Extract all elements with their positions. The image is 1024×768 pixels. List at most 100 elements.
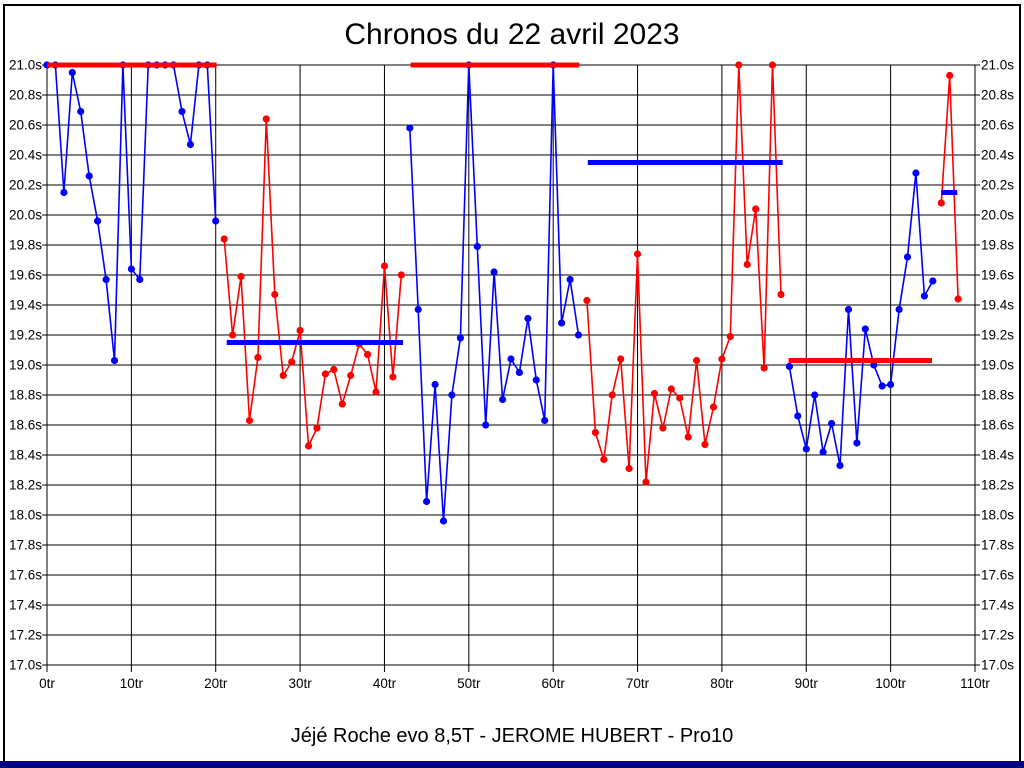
data-point	[229, 331, 237, 339]
data-point	[777, 290, 785, 299]
x-tick-label: 60tr	[542, 676, 566, 691]
data-point	[296, 326, 304, 335]
y-tick-label: 19.0s	[9, 358, 42, 373]
data-point	[482, 421, 490, 429]
data-point	[819, 448, 827, 456]
data-point	[212, 217, 220, 225]
y-tick-label: 17.4s	[9, 598, 42, 613]
x-tick-label: 80tr	[710, 676, 734, 691]
y-tick-label: 19.2s	[981, 328, 1014, 343]
x-tick-label: 50tr	[457, 676, 481, 691]
data-point	[633, 250, 642, 258]
x-tick-label: 20tr	[204, 676, 228, 691]
y-tick-label: 19.0s	[981, 358, 1014, 373]
data-point	[237, 272, 245, 281]
data-point	[448, 391, 456, 399]
data-point	[110, 356, 119, 365]
data-point	[861, 325, 869, 333]
y-tick-label: 20.2s	[981, 178, 1014, 193]
data-point	[338, 400, 346, 408]
data-point	[583, 296, 591, 305]
x-tick-label: 100tr	[875, 676, 906, 691]
data-point	[785, 362, 794, 371]
data-point	[667, 385, 675, 393]
data-point	[271, 290, 279, 299]
data-point	[574, 331, 583, 339]
data-point	[102, 275, 110, 284]
series-line	[586, 64, 782, 483]
x-tick-label: 30tr	[288, 676, 312, 691]
data-point	[262, 115, 270, 123]
y-tick-label: 17.0s	[9, 658, 42, 673]
y-tick-label: 20.0s	[981, 208, 1014, 223]
data-point	[920, 292, 929, 300]
y-tick-label: 17.2s	[9, 628, 42, 643]
series-run-3-blue	[406, 61, 583, 525]
series-line	[940, 75, 959, 300]
data-point	[608, 391, 616, 399]
data-point	[836, 461, 844, 470]
data-point	[456, 334, 464, 342]
x-tick-label: 90tr	[795, 676, 819, 691]
data-point	[524, 314, 532, 323]
data-point	[60, 188, 68, 197]
data-point	[676, 394, 684, 402]
y-tick-label: 18.4s	[9, 448, 42, 463]
series-line	[223, 118, 403, 450]
data-point	[878, 382, 886, 390]
data-point	[802, 445, 810, 453]
y-tick-label: 18.0s	[981, 508, 1014, 523]
x-tick-label: 110tr	[960, 676, 990, 691]
y-tick-label: 18.2s	[981, 478, 1014, 493]
y-tick-label: 17.4s	[981, 598, 1014, 613]
data-point	[946, 71, 954, 80]
y-tick-label: 17.0s	[981, 658, 1014, 673]
data-point	[642, 478, 650, 486]
data-point	[709, 403, 718, 411]
data-point	[288, 358, 296, 366]
data-point	[321, 370, 329, 378]
y-tick-label: 19.2s	[9, 328, 42, 343]
y-tick-label: 17.8s	[9, 538, 42, 553]
series-run-5-blue	[785, 169, 937, 470]
data-point	[490, 268, 498, 276]
data-point	[743, 260, 751, 269]
series-run-6-red	[937, 71, 962, 303]
data-point	[77, 107, 85, 116]
data-point	[414, 305, 422, 314]
data-point	[760, 364, 768, 372]
data-point	[870, 361, 878, 369]
data-point	[279, 371, 287, 380]
y-tick-label: 20.6s	[9, 118, 42, 133]
y-axis-labels-right: 21.0s 20.8s 20.6s 20.4s 20.2s 20.0s 19.8s 19.6s…	[981, 58, 1014, 673]
data-point	[499, 395, 507, 404]
bottom-bar	[0, 761, 1024, 768]
data-point	[844, 305, 853, 314]
data-point	[591, 428, 600, 437]
data-point	[347, 371, 355, 380]
data-point	[532, 376, 540, 384]
data-point	[313, 424, 321, 432]
data-point	[431, 380, 439, 389]
chart-title: Chronos du 22 avril 2023	[344, 18, 680, 51]
y-tick-label: 17.8s	[981, 538, 1014, 553]
data-point	[304, 442, 313, 450]
data-point	[389, 373, 397, 381]
data-point	[903, 253, 912, 261]
y-tick-label: 18.8s	[981, 388, 1014, 403]
y-tick-label: 18.6s	[9, 418, 42, 433]
data-point	[515, 368, 524, 377]
gridlines	[42, 64, 980, 672]
series-run-4-red	[583, 61, 785, 486]
data-point	[85, 172, 93, 180]
y-tick-label: 19.6s	[9, 268, 42, 283]
data-point	[617, 355, 625, 363]
data-point	[330, 365, 338, 374]
y-tick-label: 18.4s	[981, 448, 1014, 463]
x-axis-labels: 0tr 10tr 20tr 30tr 40tr 50tr 60tr 70tr 80tr 90tr 1…	[39, 676, 990, 691]
y-tick-label: 20.4s	[981, 148, 1014, 163]
y-tick-label: 17.6s	[981, 568, 1014, 583]
data-point	[726, 332, 734, 341]
